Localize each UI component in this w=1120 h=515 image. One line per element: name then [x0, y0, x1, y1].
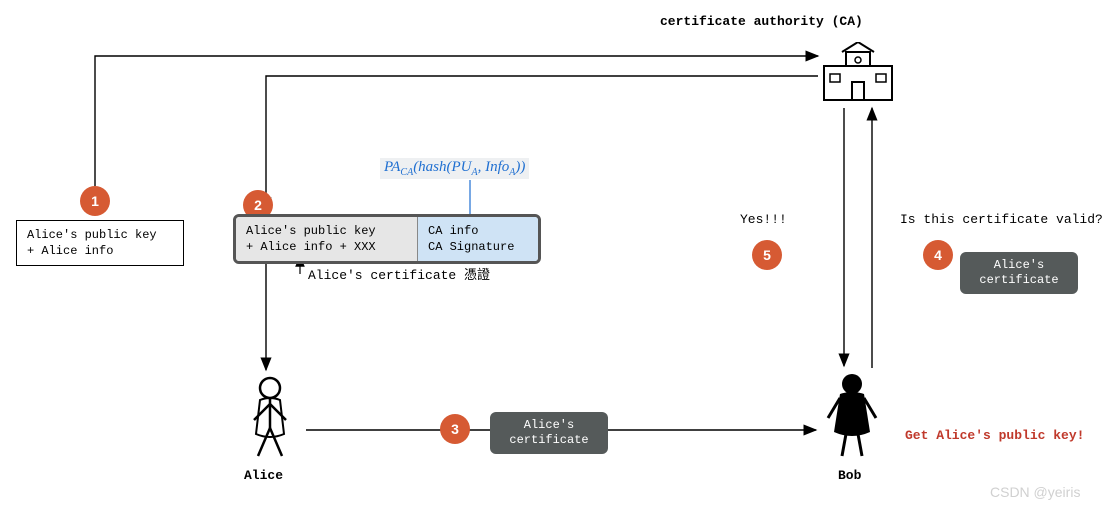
step-badge-3: 3 [440, 414, 470, 444]
chip3-line2: certificate [506, 433, 592, 448]
alice-certificate-box: Alice's public key + Alice info + XXX CA… [233, 214, 541, 264]
step-badge-4: 4 [923, 240, 953, 270]
alice-icon [240, 374, 300, 460]
cert-right-line1: CA info [428, 223, 528, 239]
cert-left-line2: + Alice info + XXX [246, 239, 407, 255]
chip3-line1: Alice's [506, 418, 592, 433]
signature-formula: PACA(hash(PUA, InfoA)) [380, 158, 529, 179]
step4-question: Is this certificate valid? [900, 212, 1103, 227]
watermark: CSDN @yeiris [990, 484, 1080, 500]
cert-right-line2: CA Signature [428, 239, 528, 255]
step1-info-box: Alice's public key + Alice info [16, 220, 184, 266]
step-badge-1: 1 [80, 186, 110, 216]
step-badge-5: 5 [752, 240, 782, 270]
step4-certificate-chip: Alice's certificate [960, 252, 1078, 294]
result-text: Get Alice's public key! [905, 428, 1084, 443]
ca-icon [822, 42, 894, 102]
alice-label: Alice [244, 468, 283, 483]
step3-certificate-chip: Alice's certificate [490, 412, 608, 454]
step1-line1: Alice's public key [27, 227, 173, 243]
bob-icon [820, 370, 884, 460]
bob-label: Bob [838, 468, 861, 483]
chip4-line2: certificate [976, 273, 1062, 288]
step1-line2: + Alice info [27, 243, 173, 259]
ca-title: certificate authority (CA) [660, 14, 863, 29]
chip4-line1: Alice's [976, 258, 1062, 273]
cert-left-line1: Alice's public key [246, 223, 407, 239]
cert-caption: Alice's certificate 憑證 [308, 264, 490, 283]
step5-answer: Yes!!! [740, 212, 787, 227]
